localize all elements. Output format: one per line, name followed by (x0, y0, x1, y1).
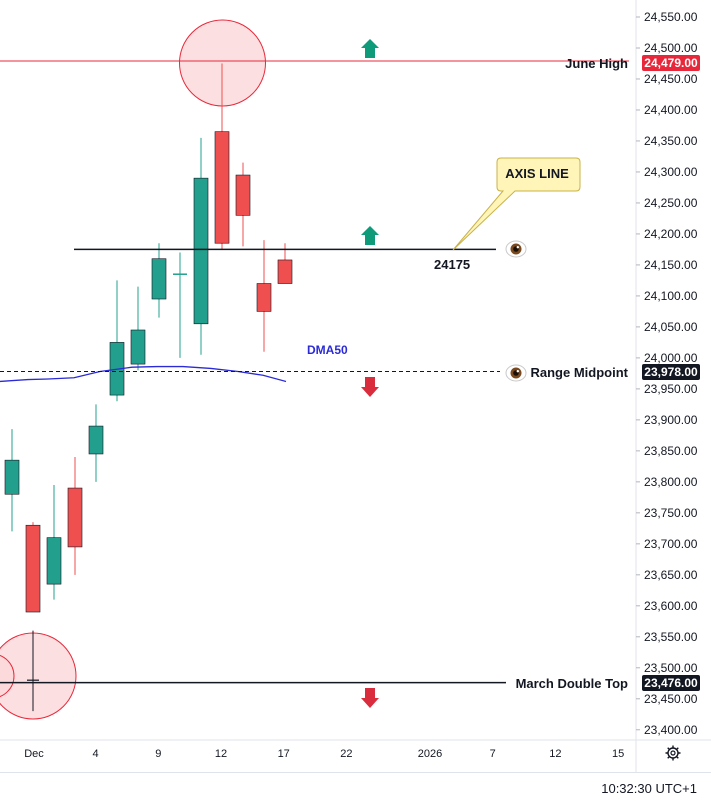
price-axis[interactable]: 24,550.00 24,500.00 24,450.00 24,400.00 24,3… (635, 0, 698, 772)
axis-line-callout-text: AXIS LINE (505, 166, 569, 181)
march-low-highlight-circle-small (0, 654, 15, 698)
price-tick-label: 23,700.00 (644, 537, 698, 551)
price-tick-label: 23,900.00 (644, 413, 698, 427)
candle-body (4, 459, 20, 495)
candle (173, 252, 187, 358)
candle (4, 429, 20, 532)
eye-icon (505, 364, 527, 382)
axis-line-callout-bubble (452, 157, 581, 251)
candle (67, 457, 83, 575)
price-tick-label: 24,000.00 (644, 351, 698, 365)
march-double-top-badge-bg (642, 675, 700, 691)
time-axis[interactable]: Dec 4 9 12 17 22 2026 7 12 15 (0, 739, 711, 760)
settings-gear-icon[interactable] (665, 745, 681, 761)
candle (109, 280, 125, 402)
candle (235, 162, 251, 247)
candle-body (193, 177, 209, 325)
level-label-range-midpoint: Range Midpoint (531, 365, 629, 380)
time-tick-label: 7 (490, 748, 496, 760)
arrow-up-icon (361, 39, 379, 58)
dma50-line (0, 365, 287, 383)
candle (256, 240, 272, 352)
price-tick-label: 24,100.00 (644, 289, 698, 303)
candle (46, 484, 62, 600)
price-tick-label: 23,750.00 (644, 506, 698, 520)
range-midpoint-badge-text: 23,978.00 (644, 365, 698, 379)
dma50-label: DMA50 (307, 343, 348, 357)
candle-body (256, 283, 272, 312)
price-tick-label: 24,450.00 (644, 72, 698, 86)
march-double-top-badge-text: 23,476.00 (644, 676, 698, 690)
status-bar: 10:32:30 UTC+1 (0, 772, 711, 803)
time-tick-label: 9 (155, 748, 161, 760)
candle-body (67, 487, 83, 548)
price-chart[interactable]: AXIS LINE 24175 DMA50 June High Range Mi… (0, 0, 711, 772)
price-tick-label: 24,250.00 (644, 196, 698, 210)
candle (193, 137, 209, 355)
eye-glint (516, 370, 519, 373)
price-tick-label: 23,950.00 (644, 382, 698, 396)
price-tick-label: 24,400.00 (644, 103, 698, 117)
price-tick-label: 23,500.00 (644, 661, 698, 675)
range-midpoint-price-badge: 23,978.00 (642, 364, 700, 380)
time-tick-label: 12 (215, 748, 227, 760)
candle (25, 522, 41, 613)
arrow-down-icon (361, 688, 379, 708)
price-tick-label: 23,400.00 (644, 723, 698, 737)
candle (214, 63, 230, 250)
june-high-badge-bg (642, 55, 700, 71)
candle-body (25, 524, 41, 613)
price-tick-label: 24,150.00 (644, 258, 698, 272)
levels-layer (0, 39, 629, 708)
time-tick-label: Dec (24, 748, 44, 760)
price-tick-label: 23,550.00 (644, 630, 698, 644)
candle-body (151, 258, 167, 300)
price-tick-label: 23,450.00 (644, 692, 698, 706)
level-label-march-double-top: March Double Top (516, 676, 628, 691)
candle-body (235, 174, 251, 216)
arrow-down-icon (361, 377, 379, 397)
price-tick-label: 24,550.00 (644, 10, 698, 24)
price-tick-label: 24,500.00 (644, 41, 698, 55)
clock-readout: 10:32:30 UTC+1 (601, 781, 697, 796)
eye-glint (516, 246, 519, 249)
price-tick-label: 23,650.00 (644, 568, 698, 582)
candle (277, 243, 293, 284)
candle (151, 243, 167, 318)
price-tick-label: 24,050.00 (644, 320, 698, 334)
time-tick-label: 22 (340, 748, 352, 760)
price-tick-label: 23,600.00 (644, 599, 698, 613)
candle-body (130, 329, 146, 365)
price-tick-label: 23,850.00 (644, 444, 698, 458)
time-tick-label: 12 (549, 748, 561, 760)
candle-body (214, 131, 230, 244)
axis-line-callout: AXIS LINE (452, 157, 581, 251)
time-tick-label: 15 (612, 748, 624, 760)
march-double-top-price-badge: 23,476.00 (642, 675, 700, 691)
eye-icon (505, 240, 527, 258)
candle (27, 630, 39, 712)
price-tick-label: 24,300.00 (644, 165, 698, 179)
time-tick-label: 2026 (418, 748, 442, 760)
range-midpoint-badge-bg (642, 364, 700, 380)
price-tick-label: 24,350.00 (644, 134, 698, 148)
level-label-june-high: June High (565, 56, 628, 71)
june-high-badge-text: 24,479.00 (644, 56, 698, 70)
time-tick-label: 4 (93, 748, 99, 760)
arrow-up-icon (361, 226, 379, 245)
candle (88, 404, 104, 482)
axis-line-value-label: 24175 (434, 257, 470, 272)
candle (130, 286, 146, 371)
candles-layer (4, 63, 293, 712)
time-tick-label: 17 (278, 748, 290, 760)
candle-body (88, 425, 104, 455)
price-tick-label: 24,200.00 (644, 227, 698, 241)
price-tick-label: 23,800.00 (644, 475, 698, 489)
candle-body (46, 537, 62, 585)
june-high-price-badge: 24,479.00 (642, 55, 700, 71)
candle-body (277, 259, 293, 284)
